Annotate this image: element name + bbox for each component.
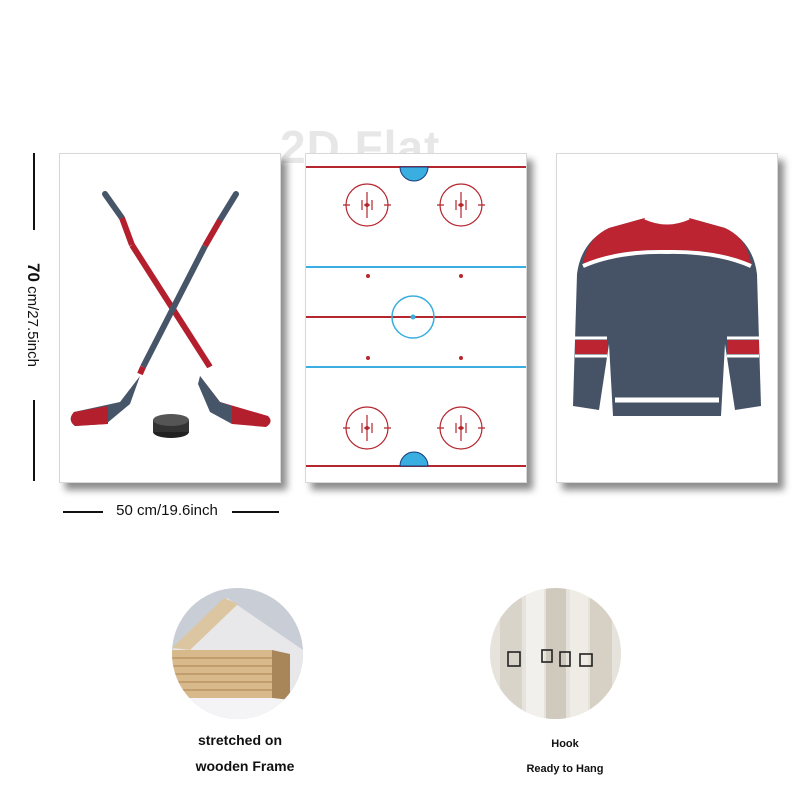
hockey-sticks-illustration (70, 191, 271, 438)
canvas-panel-hockey-rink (305, 153, 527, 483)
hook-caption-line1: Hook (551, 738, 579, 750)
hook-photo (490, 588, 621, 719)
canvas-panel-hockey-jersey (556, 153, 778, 483)
wooden-frame-photo (172, 588, 303, 719)
hook-caption-line2: Ready to Hang (526, 763, 604, 775)
height-dimension-label: 70 cm/27.5inch (23, 230, 43, 400)
width-dimension-line-left (63, 511, 103, 513)
width-dimension-label: 50 cm/19.6inch (116, 502, 218, 519)
width-dimension-line-right (232, 511, 279, 513)
canvas-panel-hockey-sticks (59, 153, 281, 483)
frame-caption-line2: wooden Frame (195, 758, 295, 774)
height-value: 70 (24, 263, 43, 282)
hockey-puck (153, 414, 189, 438)
hockey-stick-right (70, 191, 239, 426)
hockey-rink-illustration (306, 166, 526, 467)
hockey-jersey-illustration (573, 216, 761, 416)
frame-caption-line1: stretched on (197, 732, 282, 748)
height-unit: cm/27.5inch (24, 281, 41, 367)
